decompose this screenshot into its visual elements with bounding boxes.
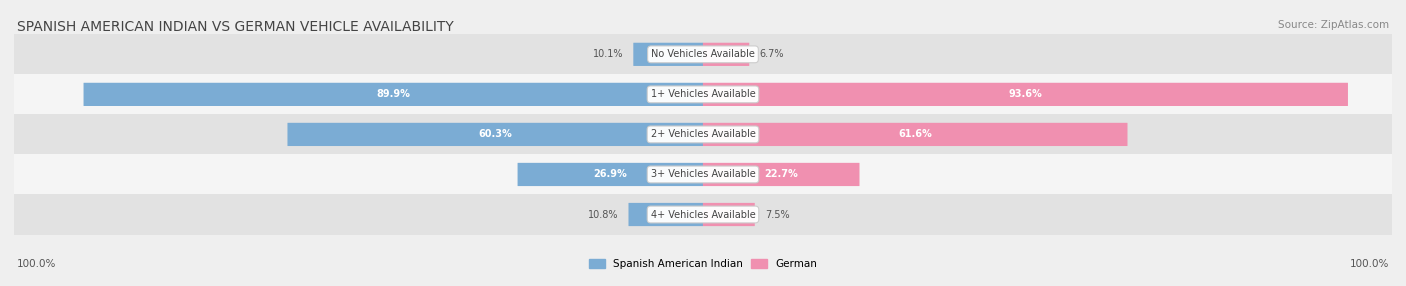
Text: 22.7%: 22.7% (765, 170, 799, 179)
Text: SPANISH AMERICAN INDIAN VS GERMAN VEHICLE AVAILABILITY: SPANISH AMERICAN INDIAN VS GERMAN VEHICL… (17, 20, 454, 34)
Text: 10.8%: 10.8% (588, 210, 619, 219)
Text: No Vehicles Available: No Vehicles Available (651, 49, 755, 59)
FancyBboxPatch shape (703, 203, 755, 226)
FancyBboxPatch shape (628, 203, 703, 226)
FancyBboxPatch shape (703, 83, 1348, 106)
Legend: Spanish American Indian, German: Spanish American Indian, German (585, 255, 821, 273)
Bar (14, 154, 1392, 194)
Text: 60.3%: 60.3% (478, 130, 512, 139)
FancyBboxPatch shape (633, 43, 703, 66)
Text: 61.6%: 61.6% (898, 130, 932, 139)
FancyBboxPatch shape (517, 163, 703, 186)
Text: 1+ Vehicles Available: 1+ Vehicles Available (651, 90, 755, 99)
Bar (14, 194, 1392, 235)
Text: 2+ Vehicles Available: 2+ Vehicles Available (651, 130, 755, 139)
FancyBboxPatch shape (287, 123, 703, 146)
Text: 93.6%: 93.6% (1008, 90, 1042, 99)
Text: 10.1%: 10.1% (592, 49, 623, 59)
Text: 100.0%: 100.0% (1350, 259, 1389, 269)
Text: 4+ Vehicles Available: 4+ Vehicles Available (651, 210, 755, 219)
Text: 89.9%: 89.9% (377, 90, 411, 99)
FancyBboxPatch shape (703, 43, 749, 66)
Bar (14, 34, 1392, 74)
Text: Source: ZipAtlas.com: Source: ZipAtlas.com (1278, 20, 1389, 30)
Bar (14, 114, 1392, 154)
Text: 100.0%: 100.0% (17, 259, 56, 269)
Text: 6.7%: 6.7% (759, 49, 785, 59)
Text: 3+ Vehicles Available: 3+ Vehicles Available (651, 170, 755, 179)
Text: 7.5%: 7.5% (765, 210, 790, 219)
Text: 26.9%: 26.9% (593, 170, 627, 179)
FancyBboxPatch shape (83, 83, 703, 106)
FancyBboxPatch shape (703, 123, 1128, 146)
FancyBboxPatch shape (703, 163, 859, 186)
Bar (14, 74, 1392, 114)
